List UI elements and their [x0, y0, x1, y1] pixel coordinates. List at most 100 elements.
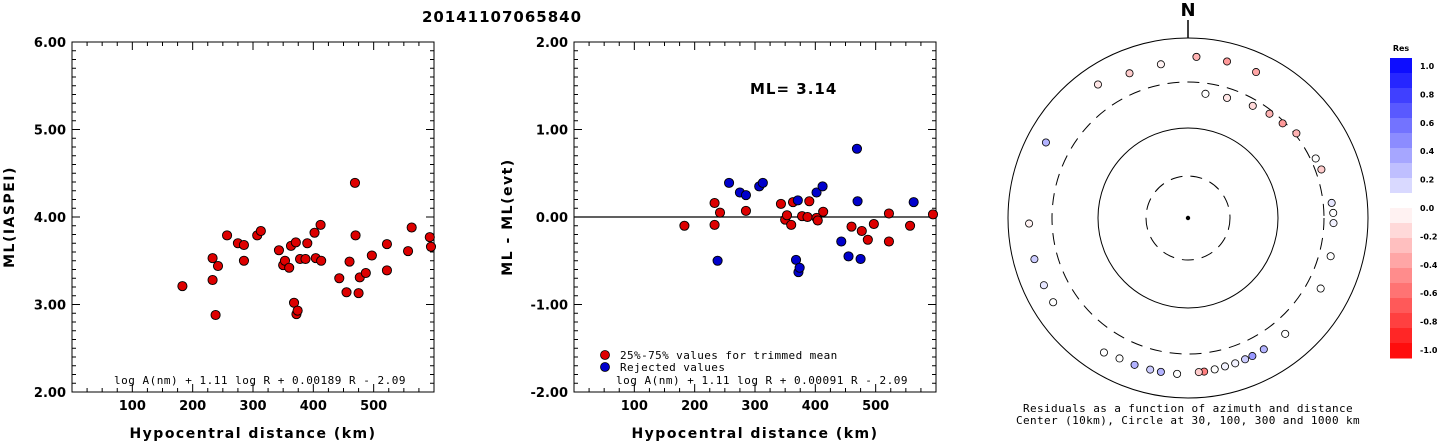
x-tick-label: 200	[179, 399, 206, 414]
colorbar-tick-label: -0.2	[1420, 232, 1437, 241]
x-tick-label: 100	[119, 399, 146, 414]
data-point	[883, 236, 894, 247]
station-marker	[1259, 345, 1268, 354]
figure-title: 20141107065840	[422, 8, 582, 26]
data-point	[366, 250, 377, 261]
data-point	[316, 255, 327, 266]
circle-30km	[1145, 175, 1231, 261]
y-axis-label: ML - ML(evt)	[500, 158, 516, 275]
x-tick-label: 500	[862, 399, 889, 414]
data-point	[851, 143, 863, 154]
data-point	[344, 256, 355, 267]
data-point	[775, 198, 786, 209]
data-point	[403, 246, 414, 257]
data-point	[309, 227, 320, 238]
colorbar-cell	[1390, 103, 1412, 119]
data-point	[811, 187, 822, 198]
data-point	[712, 255, 723, 266]
x-axis-label: Hypocentral distance (km)	[631, 426, 878, 441]
data-point	[284, 262, 295, 273]
colorbar-cell	[1390, 163, 1412, 179]
colorbar-tick-label: 0.2	[1420, 176, 1434, 185]
data-point	[846, 221, 857, 232]
data-point	[786, 219, 797, 230]
x-tick-label: 400	[802, 399, 829, 414]
station-marker	[1201, 89, 1210, 98]
station-marker	[1221, 362, 1230, 371]
station-marker	[1241, 355, 1250, 364]
data-point	[856, 225, 867, 237]
plot-frame	[71, 41, 435, 393]
station-marker	[1125, 69, 1134, 78]
y-tick-label: 5.00	[34, 124, 66, 139]
station-marker	[1281, 329, 1290, 338]
colorbar-tick-label: -0.4	[1420, 261, 1437, 270]
colorbar-cell	[1390, 298, 1412, 314]
colorbar-tick-label: 0.0	[1420, 204, 1435, 213]
colorbar-cell	[1390, 313, 1412, 329]
data-points	[679, 143, 939, 278]
station-marker	[1248, 101, 1257, 110]
magnitude-vs-distance-panel: 100 200 300 400 500 2.00 3.00 4.00 5.00 6.00 Hyp…	[2, 36, 437, 441]
colorbar-cell	[1390, 133, 1412, 149]
x-tick-label: 200	[681, 399, 708, 414]
data-point	[292, 305, 303, 316]
data-point	[222, 230, 233, 241]
legend-marker-rejected	[600, 362, 610, 372]
data-point	[424, 232, 435, 243]
data-point	[353, 288, 364, 299]
colorbar-cell	[1390, 88, 1412, 104]
data-point	[381, 265, 392, 276]
data-point	[381, 239, 392, 250]
data-point	[724, 177, 735, 188]
colorbar-tick-label: -1.0	[1420, 346, 1437, 355]
colorbar-cell	[1390, 268, 1412, 284]
y-tick-label: 2.00	[536, 36, 568, 51]
data-point	[207, 274, 218, 286]
data-point	[757, 177, 768, 188]
station-marker	[1093, 80, 1102, 89]
data-point	[908, 197, 919, 208]
colorbar-cell	[1390, 178, 1412, 194]
station-marker	[1173, 369, 1182, 378]
data-point	[862, 234, 873, 245]
circle-1000km	[1007, 37, 1369, 399]
data-point	[302, 238, 313, 249]
epicenter-marker	[1185, 215, 1191, 221]
data-point	[883, 208, 894, 219]
colorbar-tick-label: 1.0	[1420, 62, 1435, 71]
station-marker	[1115, 354, 1124, 363]
station-marker	[1327, 198, 1336, 207]
data-point	[207, 253, 218, 264]
colorbar-cell	[1390, 118, 1412, 134]
station-marker	[1146, 365, 1155, 374]
station-marker	[1039, 281, 1048, 290]
data-point	[818, 206, 829, 217]
colorbar-title: Res	[1393, 44, 1410, 53]
azimuth-residual-panel: N Residuals as a function of azimuth and…	[1007, 0, 1369, 427]
data-point	[817, 181, 828, 192]
x-tick-label: 500	[360, 399, 387, 414]
data-point	[300, 253, 311, 265]
station-marker	[1030, 255, 1039, 264]
station-marker	[1317, 165, 1326, 174]
circle-300km	[1051, 81, 1325, 355]
data-point	[802, 211, 813, 223]
y-tick-label: 1.00	[536, 124, 568, 139]
data-point	[210, 309, 221, 321]
colorbar-tick-label: -0.8	[1420, 318, 1437, 327]
formula-text: log A(nm) + 1.11 log R + 0.00091 R - 2.0…	[616, 374, 908, 387]
data-point	[238, 239, 249, 251]
y-tick-label: 6.00	[34, 36, 66, 51]
legend-label-rejected: Rejected values	[620, 361, 725, 374]
data-point	[406, 222, 417, 233]
station-marker	[1311, 154, 1320, 163]
data-point	[794, 262, 805, 273]
x-axis-label: Hypocentral distance (km)	[129, 426, 376, 441]
data-point	[781, 210, 793, 221]
tick-marks	[72, 42, 434, 392]
residual-colorbar: Res 1.0 0.8 0.6 0.4 0.2 0.0 -0.2 -0.4 -0.6 -0.8 -1…	[1390, 44, 1437, 359]
station-marker	[1041, 138, 1050, 147]
station-markers	[1025, 52, 1338, 378]
